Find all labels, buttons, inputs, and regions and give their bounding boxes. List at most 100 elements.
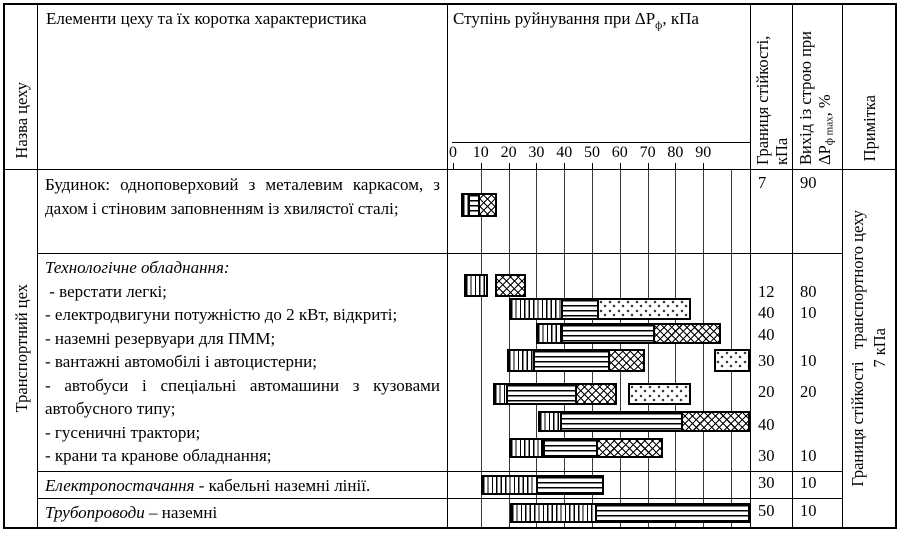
- gridline: [508, 499, 510, 527]
- axis-tick-mark: [564, 163, 566, 169]
- bar-segment-horizontal-hatch: [536, 475, 605, 495]
- pipes-failure-cell: 10: [793, 499, 843, 527]
- equipment-stability-cell: 12 40 40 30 20 40 30: [751, 254, 793, 472]
- workshop-name-cell: Транспортний цех: [5, 170, 38, 527]
- bar-segment-vertical-hatch: [508, 438, 544, 458]
- gridline: [564, 170, 566, 253]
- note-text: Границя стійкості транспортного цеху 7 к…: [847, 210, 891, 487]
- chart-header: Ступінь руйнування при ΔРф, кПа 0 10 20 30 4…: [448, 5, 751, 170]
- building-text: Будинок: одноповерховий з металевим карк…: [45, 175, 440, 218]
- gridline: [508, 170, 510, 253]
- bar-segment-cross-hatch: [680, 411, 750, 432]
- bar-segment-vertical-hatch: [480, 475, 544, 495]
- bar-segment-cross-hatch: [595, 438, 663, 458]
- building-text-cell: Будинок: одноповерховий з металевим карк…: [38, 170, 448, 254]
- chart-title-prefix: Ступінь руйнування при ΔР: [453, 9, 656, 28]
- failure-value: 90: [800, 173, 817, 192]
- gridline: [480, 254, 482, 471]
- failure-value: 80: [800, 282, 817, 301]
- stability-value: 7: [758, 173, 767, 192]
- gridline: [703, 254, 705, 471]
- header-failure-sub: ф max: [823, 116, 836, 146]
- axis-tick-mark: [508, 163, 510, 169]
- stability-value: 40: [758, 415, 775, 434]
- gridline: [480, 499, 482, 527]
- axis-line: [452, 142, 750, 143]
- bar-segment-vertical-hatch: [509, 503, 602, 523]
- bar-segment-vertical-hatch: [507, 349, 541, 372]
- axis-tick-label: 60: [611, 144, 628, 161]
- stability-value: 30: [758, 446, 775, 465]
- bar-segment-cross-hatch: [477, 193, 498, 217]
- building-failure-cell: 90: [793, 170, 843, 254]
- bar-segment-vertical-hatch: [536, 323, 569, 344]
- header-note-col: Примітка: [843, 5, 895, 170]
- header-stability-label: Границя стійкості, кПа: [752, 35, 791, 165]
- axis-tick-label: 30: [528, 144, 545, 161]
- failure-value: 10: [800, 501, 817, 520]
- header-elements-col: Елементи цеху та їх коротка характеристи…: [38, 5, 448, 170]
- axis-tick-label: 90: [695, 144, 712, 161]
- bar-segment-dots: [597, 298, 691, 320]
- power-stability-cell: 30: [751, 472, 793, 499]
- bar-segment-horizontal-hatch: [561, 298, 605, 320]
- stability-value: 12: [758, 282, 775, 301]
- stability-value: 40: [758, 303, 775, 322]
- axis-tick-mark: [703, 163, 705, 169]
- equipment-item: - крани та кранове обладнання;: [45, 446, 272, 465]
- gridline: [647, 472, 649, 498]
- equipment-title: Технологічне обладнання:: [45, 258, 230, 277]
- equipment-failure-cell: 80 10 10 20 10: [793, 254, 843, 472]
- bar-segment-cross-hatch: [608, 349, 645, 372]
- note-line1: Границя стійкості транспортного цеху: [848, 210, 867, 487]
- equipment-items: - верстати легкі; - електродвигуни потужн…: [45, 280, 440, 468]
- workshop-name-label: Транспортний цех: [11, 284, 31, 413]
- header-failure-label: Вихід із строю при ΔРф max, %: [796, 7, 839, 165]
- axis-tick-label: 20: [500, 144, 517, 161]
- bar-segment-horizontal-hatch: [559, 411, 688, 432]
- stability-value: 30: [758, 351, 775, 370]
- failure-value: 10: [800, 303, 817, 322]
- note-cell: Границя стійкості транспортного цеху 7 к…: [843, 170, 895, 527]
- axis-tick-label: 50: [584, 144, 600, 161]
- pipes-lead: Трубопроводи: [45, 503, 145, 522]
- failure-value: 10: [800, 351, 817, 370]
- axis-tick-mark: [647, 163, 649, 169]
- bar-segment-cross-hatch: [652, 323, 722, 344]
- header-elements-label: Елементи цеху та їх коротка характеристи…: [46, 9, 367, 28]
- pipes-rest: – наземні: [144, 503, 218, 522]
- note-line2: 7 кПа: [870, 328, 889, 369]
- gridline: [703, 170, 705, 253]
- power-lead: Електропостачання: [45, 476, 195, 495]
- header-failure-col: Вихід із строю при ΔРф max, %: [793, 5, 843, 170]
- axis-tick-mark: [675, 163, 677, 169]
- bar-segment-horizontal-hatch: [533, 349, 616, 372]
- axis-tick-mark: [592, 163, 593, 169]
- bar-segment-vertical-hatch: [464, 274, 488, 297]
- chart-title-sub: ф: [655, 19, 663, 32]
- chart-title-suffix: , кПа: [662, 9, 699, 28]
- header-name-col-label: Назва цеху: [11, 82, 31, 159]
- gridline: [647, 254, 649, 471]
- axis-tick-mark: [453, 163, 454, 169]
- header-failure-suffix: , %: [814, 94, 834, 117]
- gridline: [592, 170, 593, 253]
- chart-title: Ступінь руйнування при ΔРф, кПа: [453, 9, 699, 31]
- axis-tick-label: 10: [472, 144, 489, 161]
- axis-tick-label: 0: [449, 144, 457, 161]
- pipes-stability-cell: 50: [751, 499, 793, 527]
- bar-segment-cross-hatch: [494, 274, 527, 297]
- stability-value: 50: [758, 501, 775, 520]
- axis-tick-mark: [536, 163, 538, 169]
- bar-segment-horizontal-hatch: [543, 438, 603, 458]
- chart-pipes: [448, 499, 751, 527]
- chart-power: [448, 472, 751, 499]
- stability-value: 30: [758, 473, 775, 492]
- equipment-item: - гусеничні трактори;: [45, 422, 201, 442]
- axis-tick-label: 40: [556, 144, 573, 161]
- bar-segment-horizontal-hatch: [594, 503, 750, 523]
- gridline: [675, 170, 677, 253]
- gridline: [731, 170, 732, 253]
- axis-tick-label: 70: [639, 144, 656, 161]
- gridline: [675, 472, 677, 498]
